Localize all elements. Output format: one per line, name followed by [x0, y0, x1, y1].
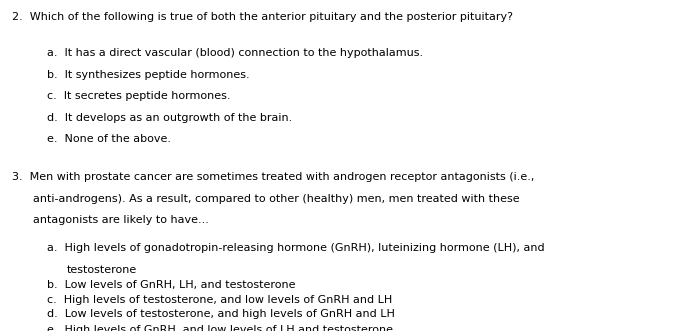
Text: c.  High levels of testosterone, and low levels of GnRH and LH: c. High levels of testosterone, and low …: [47, 295, 392, 305]
Text: a.  High levels of gonadotropin-releasing hormone (GnRH), luteinizing hormone (L: a. High levels of gonadotropin-releasing…: [47, 243, 544, 253]
Text: d.  It develops as an outgrowth of the brain.: d. It develops as an outgrowth of the br…: [47, 113, 292, 122]
Text: e.  None of the above.: e. None of the above.: [47, 134, 170, 144]
Text: a.  It has a direct vascular (blood) connection to the hypothalamus.: a. It has a direct vascular (blood) conn…: [47, 48, 423, 58]
Text: b.  Low levels of GnRH, LH, and testosterone: b. Low levels of GnRH, LH, and testoster…: [47, 280, 295, 290]
Text: b.  It synthesizes peptide hormones.: b. It synthesizes peptide hormones.: [47, 70, 249, 79]
Text: antagonists are likely to have...: antagonists are likely to have...: [33, 215, 209, 225]
Text: e.  High levels of GnRH, and low levels of LH and testosterone: e. High levels of GnRH, and low levels o…: [47, 325, 393, 331]
Text: 2.  Which of the following is true of both the anterior pituitary and the poster: 2. Which of the following is true of bot…: [12, 12, 513, 22]
Text: testosterone: testosterone: [67, 265, 137, 275]
Text: 3.  Men with prostate cancer are sometimes treated with androgen receptor antago: 3. Men with prostate cancer are sometime…: [12, 172, 535, 182]
Text: anti-androgens). As a result, compared to other (healthy) men, men treated with : anti-androgens). As a result, compared t…: [33, 194, 519, 204]
Text: d.  Low levels of testosterone, and high levels of GnRH and LH: d. Low levels of testosterone, and high …: [47, 309, 395, 319]
Text: c.  It secretes peptide hormones.: c. It secretes peptide hormones.: [47, 91, 230, 101]
